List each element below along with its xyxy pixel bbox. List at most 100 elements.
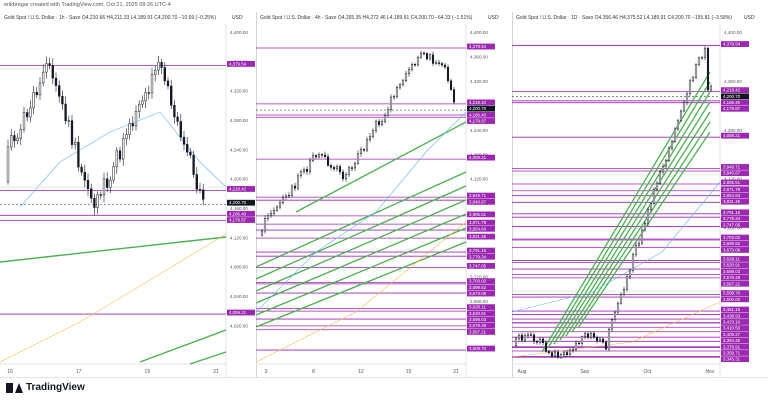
candle bbox=[192, 154, 195, 175]
candle bbox=[144, 92, 147, 102]
price-level-badge bbox=[227, 309, 255, 316]
price-level-badge bbox=[467, 345, 495, 352]
candle bbox=[83, 171, 86, 181]
candle bbox=[173, 105, 176, 118]
price-level-text: 3,438.93 bbox=[723, 313, 741, 318]
tradingview-logo[interactable]: TradingView bbox=[6, 382, 85, 393]
chart-panel-1h[interactable]: 4,400.004,360.004,320.004,280.004,240.00… bbox=[0, 12, 257, 377]
candle bbox=[269, 213, 273, 216]
trendline bbox=[256, 213, 467, 304]
candle bbox=[176, 116, 179, 122]
price-level-text: 4,379.54 bbox=[723, 42, 741, 47]
price-level-badge bbox=[721, 186, 749, 193]
price-level-text: 3,747.05 bbox=[469, 263, 487, 268]
candle bbox=[38, 82, 42, 96]
chart-panel-4h[interactable]: 4,400.004,360.004,320.004,280.004,240.00… bbox=[256, 12, 513, 377]
footer-bar: TradingView bbox=[0, 377, 768, 400]
candle bbox=[118, 150, 122, 160]
chart-panel-1d[interactable]: 4,400.00 4,360.00 4,280.00 4,120.00 4,000.00… bbox=[512, 12, 768, 377]
candle bbox=[604, 342, 608, 350]
candle bbox=[16, 137, 19, 142]
price-level-badge bbox=[467, 290, 495, 297]
price-level-text: 3,673.06 bbox=[723, 247, 741, 252]
candle bbox=[19, 129, 22, 139]
candle bbox=[182, 136, 186, 145]
currency-label: USD bbox=[488, 15, 499, 21]
candle bbox=[452, 89, 456, 103]
candle bbox=[571, 349, 575, 351]
chart-canvas-4h[interactable]: 4,400.004,360.004,320.004,280.004,240.00… bbox=[256, 12, 512, 377]
chart-canvas-1d[interactable]: 4,400.00 4,360.00 4,280.00 4,120.00 4,000.00… bbox=[512, 12, 768, 377]
price-level-badge bbox=[467, 211, 495, 218]
y-tick-label: 4,360.00 bbox=[724, 79, 742, 84]
price-level-badge bbox=[467, 219, 495, 226]
candle bbox=[377, 121, 381, 125]
price-level-badge bbox=[721, 306, 749, 313]
x-tick-label: 21 bbox=[453, 369, 459, 375]
candle bbox=[428, 54, 432, 60]
candle bbox=[440, 63, 444, 66]
candle bbox=[419, 52, 423, 58]
candle bbox=[186, 144, 189, 153]
candle bbox=[112, 166, 115, 181]
price-level-badge bbox=[721, 343, 749, 350]
candle bbox=[562, 352, 566, 356]
candle bbox=[619, 294, 623, 304]
price-level-badge bbox=[721, 222, 749, 228]
candle bbox=[323, 154, 327, 157]
candle bbox=[682, 102, 686, 112]
candle bbox=[577, 342, 581, 345]
price-level-badge bbox=[721, 290, 749, 296]
candle bbox=[96, 194, 99, 208]
y-tick-label: 4,160.00 bbox=[230, 206, 248, 211]
candle bbox=[658, 171, 662, 184]
price-level-badge bbox=[721, 247, 749, 253]
candle bbox=[407, 69, 411, 74]
price-level-text: 3,831.45 bbox=[723, 199, 741, 204]
candle bbox=[697, 57, 701, 65]
candle bbox=[362, 149, 366, 151]
candle bbox=[547, 351, 551, 353]
candle bbox=[335, 166, 339, 170]
candle bbox=[709, 86, 713, 91]
price-level-text: 4,379.54 bbox=[229, 61, 247, 66]
price-level-badge bbox=[467, 329, 495, 335]
chart-canvas-1h[interactable]: 4,400.004,360.004,320.004,280.004,240.00… bbox=[0, 12, 256, 377]
price-level-text: 3,628.11 bbox=[723, 256, 740, 261]
candle bbox=[574, 342, 578, 350]
candle bbox=[350, 167, 354, 169]
price-level-text: 3,423.10 bbox=[723, 319, 741, 324]
candle bbox=[703, 47, 707, 58]
price-level-badge bbox=[721, 99, 749, 106]
candle bbox=[700, 57, 704, 59]
candle bbox=[517, 334, 521, 340]
candle bbox=[341, 171, 345, 180]
price-level-text: 3,854.64 bbox=[469, 226, 487, 231]
price-level-text: 3,791.16 bbox=[469, 248, 487, 253]
candle bbox=[125, 134, 128, 139]
candle bbox=[356, 153, 360, 164]
price-level-badge bbox=[467, 105, 495, 112]
price-level-text: 3,703.02 bbox=[469, 279, 487, 284]
attribution-note: erikbregar created with TradingView.com,… bbox=[4, 2, 171, 8]
candle bbox=[202, 189, 205, 200]
price-level-badge bbox=[467, 43, 495, 50]
candle bbox=[338, 166, 342, 173]
trendline bbox=[571, 121, 711, 333]
price-level-badge bbox=[467, 225, 495, 232]
candle bbox=[77, 141, 80, 168]
x-tick-label: 15 bbox=[406, 369, 412, 375]
candle bbox=[54, 77, 58, 86]
price-level-text: 3,871.79 bbox=[723, 187, 741, 192]
panel-title: Gold Spot / U.S. Dollar · 4h · Saxo O4,2… bbox=[260, 15, 473, 21]
price-level-text: 3,871.79 bbox=[469, 220, 487, 225]
candle bbox=[314, 155, 318, 158]
price-level-badge bbox=[721, 215, 749, 222]
candle bbox=[195, 174, 198, 190]
price-level-text: 3,895.51 bbox=[723, 180, 741, 185]
candle bbox=[115, 150, 118, 167]
x-tick-label: 3 bbox=[265, 369, 268, 375]
candle bbox=[163, 67, 166, 82]
candle bbox=[99, 194, 102, 196]
price-level-text: 3,500.02 bbox=[723, 297, 741, 302]
